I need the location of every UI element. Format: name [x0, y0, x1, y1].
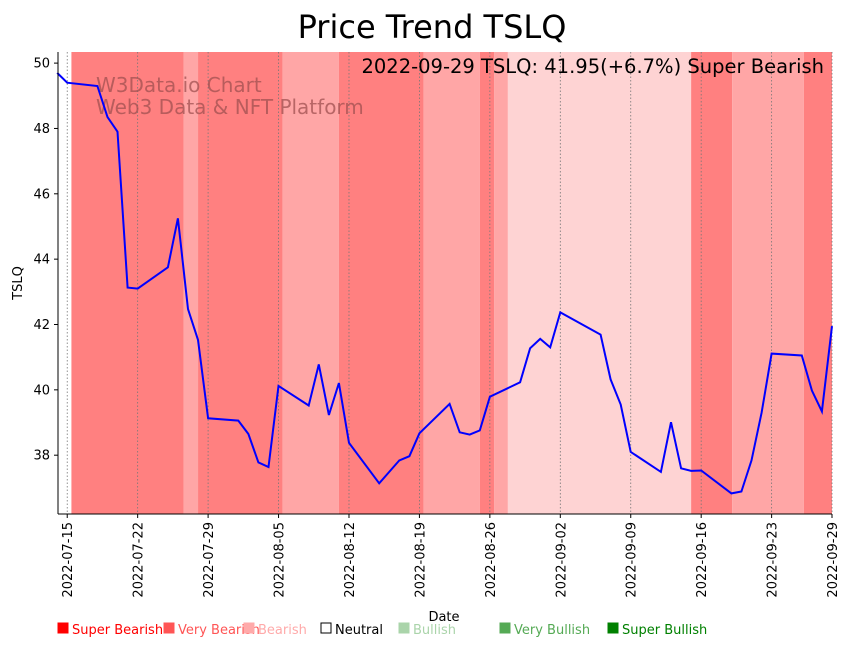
- y-tick-label: 50: [33, 57, 50, 72]
- x-tick-label: 2022-07-29: [202, 522, 217, 598]
- band-super-bearish: [691, 52, 733, 514]
- band-bearish: [507, 52, 692, 514]
- legend-label: Neutral: [335, 623, 383, 638]
- x-tick-label: 2022-09-02: [554, 522, 569, 598]
- x-tick-label: 2022-08-26: [484, 522, 499, 598]
- legend-item-very-bearish: Very Bearish: [163, 622, 260, 638]
- x-tick-label: 2022-08-12: [343, 522, 358, 598]
- y-axis-label: TSLQ: [11, 266, 26, 301]
- price-line: [56, 72, 833, 495]
- legend-swatch: [243, 622, 255, 634]
- legend-swatch: [57, 622, 69, 634]
- x-tick-label: 2022-08-05: [273, 522, 288, 598]
- legend-item-bullish: Bullish: [398, 622, 456, 638]
- band-very-bearish: [423, 52, 480, 514]
- band-very-bearish: [282, 52, 339, 514]
- x-axis-label: Date: [428, 610, 459, 625]
- legend-label: Super Bullish: [622, 623, 707, 638]
- legend-swatch: [320, 622, 332, 634]
- band-super-bearish: [198, 52, 283, 514]
- band-very-bearish: [183, 52, 199, 514]
- y-tick-label: 44: [33, 253, 50, 268]
- latest-price-annotation: 2022-09-29 TSLQ: 41.95(+6.7%) Super Bear…: [361, 55, 824, 78]
- legend-item-very-bullish: Very Bullish: [499, 622, 590, 638]
- band-very-bearish: [732, 52, 804, 514]
- x-gridlines: [66, 52, 833, 514]
- legend-item-neutral: Neutral: [320, 622, 383, 638]
- legend-label: Super Bearish: [72, 623, 163, 638]
- chart-title: Price Trend TSLQ: [298, 8, 567, 46]
- legend-swatch: [163, 622, 175, 634]
- watermark-line-1: W3Data.io Chart: [96, 73, 262, 97]
- y-tick-label: 38: [33, 449, 50, 464]
- legend-label: Bullish: [413, 623, 456, 638]
- sentiment-bands: [71, 52, 832, 514]
- legend-swatch: [398, 622, 410, 634]
- band-super-bearish: [479, 52, 495, 514]
- legend-label: Very Bearish: [178, 623, 260, 638]
- x-tick-label: 2022-09-16: [695, 522, 710, 598]
- x-tick-label: 2022-07-15: [61, 522, 76, 598]
- y-ticks: 38 40 42 44 46 48 50: [33, 57, 58, 464]
- band-super-bearish: [803, 52, 832, 514]
- legend-item-bearish: Bearish: [243, 622, 307, 638]
- legend-item-super-bearish: Super Bearish: [57, 622, 163, 638]
- watermark: W3Data.io Chart Web3 Data & NFT Platform: [96, 73, 364, 119]
- x-tick-label: 2022-09-29: [826, 522, 841, 598]
- x-tick-label: 2022-07-22: [132, 522, 147, 598]
- x-tick-label: 2022-09-09: [625, 522, 640, 598]
- legend-swatch: [499, 622, 511, 634]
- legend-label: Very Bullish: [514, 623, 590, 638]
- band-very-bearish: [494, 52, 508, 514]
- x-tick-label: 2022-09-23: [766, 522, 781, 598]
- y-tick-label: 48: [33, 122, 50, 137]
- band-super-bearish: [338, 52, 424, 514]
- legend-swatch: [607, 622, 619, 634]
- x-ticks: 2022-07-15 2022-07-22 2022-07-29 2022-08-05…: [61, 514, 841, 598]
- y-tick-label: 42: [33, 318, 50, 333]
- x-tick-label: 2022-08-19: [413, 522, 428, 598]
- watermark-line-2: Web3 Data & NFT Platform: [96, 95, 364, 119]
- legend-label: Bearish: [258, 623, 307, 638]
- y-tick-label: 40: [33, 383, 50, 398]
- legend-item-super-bullish: Super Bullish: [607, 622, 707, 638]
- y-tick-label: 46: [33, 187, 50, 202]
